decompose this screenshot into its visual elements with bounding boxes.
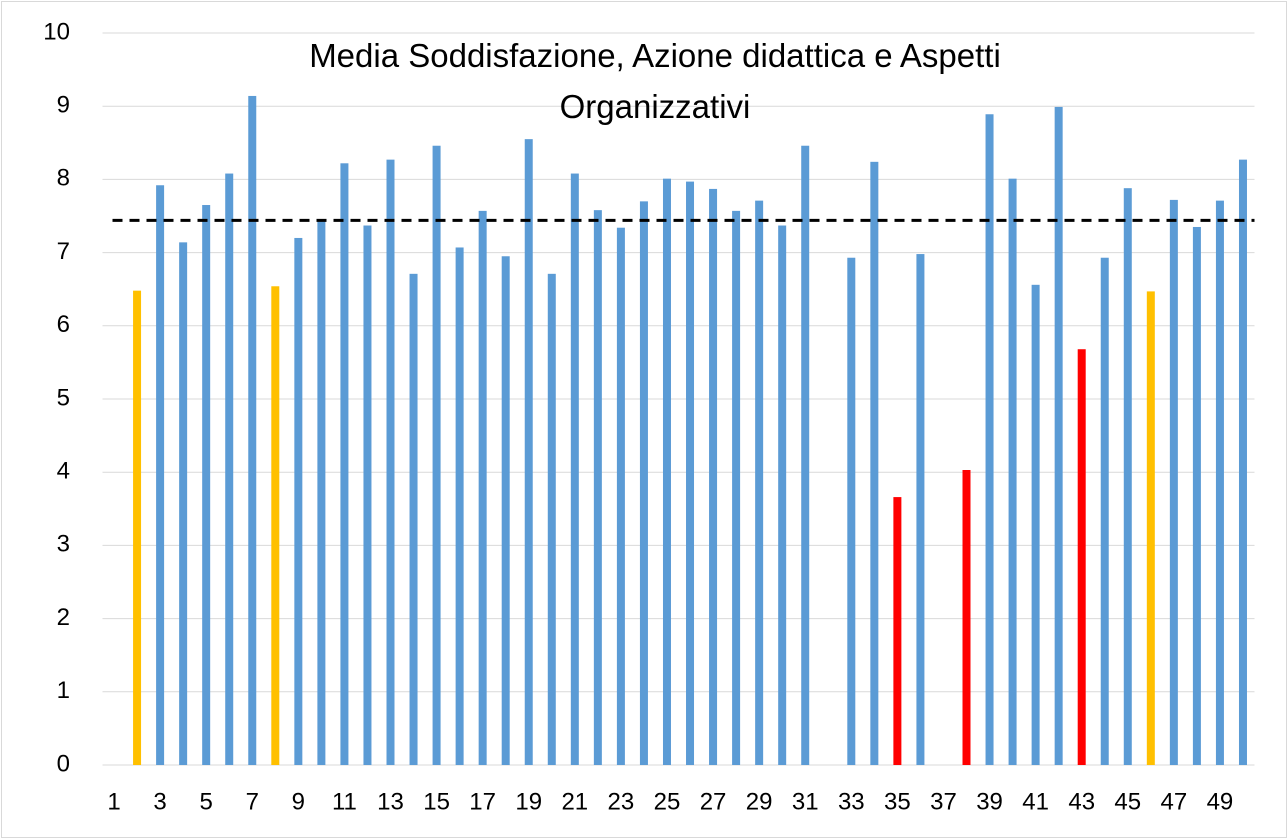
bar <box>202 205 211 765</box>
bar <box>133 290 142 765</box>
x-tick-label: 19 <box>515 788 542 815</box>
bar <box>317 219 326 765</box>
bar <box>363 225 372 766</box>
y-tick-label: 2 <box>57 604 70 631</box>
bar <box>1054 106 1063 765</box>
bar <box>1100 257 1109 765</box>
bar <box>340 163 349 765</box>
bar <box>524 139 533 765</box>
bar <box>801 145 810 765</box>
bar <box>639 201 648 766</box>
x-tick-label: 15 <box>423 788 450 815</box>
bar <box>686 181 695 765</box>
x-tick-label: 43 <box>1068 788 1095 815</box>
bar <box>478 210 487 766</box>
x-tick-label: 31 <box>792 788 819 815</box>
bar <box>616 227 625 765</box>
bar <box>547 273 556 765</box>
bar <box>432 145 441 765</box>
bar <box>755 200 764 766</box>
x-tick-label: 1 <box>107 788 120 815</box>
x-tick-label: 27 <box>700 788 727 815</box>
bar <box>962 470 971 765</box>
x-tick-label: 45 <box>1114 788 1141 815</box>
x-tick-label: 17 <box>469 788 496 815</box>
bar <box>847 257 856 765</box>
bar <box>1146 291 1155 765</box>
y-tick-label: 6 <box>57 311 70 338</box>
y-tick-label: 4 <box>57 458 70 485</box>
bar <box>778 225 787 766</box>
bar <box>570 173 579 765</box>
x-tick-label: 33 <box>838 788 865 815</box>
bar <box>870 161 879 765</box>
bar <box>709 188 718 765</box>
bar <box>985 114 994 765</box>
x-tick-label: 41 <box>1022 788 1049 815</box>
y-tick-label: 0 <box>57 750 70 777</box>
bar <box>1077 349 1086 765</box>
bar <box>1215 200 1224 766</box>
x-tick-label: 13 <box>377 788 404 815</box>
y-tick-label: 3 <box>57 531 70 558</box>
bar <box>662 178 671 766</box>
bar <box>916 254 925 765</box>
bar <box>156 185 165 766</box>
bar <box>1169 199 1178 765</box>
bar <box>1123 188 1132 765</box>
x-tick-label: 7 <box>246 788 259 815</box>
y-tick-label: 1 <box>57 677 70 704</box>
bar <box>501 256 510 765</box>
x-tick-label: 3 <box>153 788 166 815</box>
x-tick-label: 11 <box>332 788 357 815</box>
bar <box>271 286 280 765</box>
y-tick-label: 7 <box>57 238 70 265</box>
bar <box>893 497 902 765</box>
bar <box>455 247 464 765</box>
y-tick-label: 8 <box>57 165 70 192</box>
x-tick-label: 47 <box>1161 788 1188 815</box>
chart-title: Media Soddisfazione, Azione didattica e … <box>309 37 1001 125</box>
bar <box>732 210 741 766</box>
x-tick-label: 37 <box>930 788 957 815</box>
x-tick-label: 39 <box>976 788 1003 815</box>
bar <box>1192 226 1201 766</box>
x-tick-label: 25 <box>654 788 681 815</box>
bar <box>294 237 303 765</box>
bar <box>1008 178 1017 766</box>
x-tick-label: 35 <box>884 788 911 815</box>
x-tick-label: 29 <box>746 788 773 815</box>
y-tick-label: 10 <box>43 18 70 45</box>
bar <box>593 210 602 766</box>
bar <box>248 95 257 765</box>
bar <box>1031 284 1040 765</box>
x-tick-label: 21 <box>561 788 588 815</box>
y-tick-label: 5 <box>57 384 70 411</box>
y-tick-label: 9 <box>57 92 70 119</box>
bar <box>225 173 234 765</box>
bar <box>409 273 418 765</box>
x-tick-label: 9 <box>292 788 305 815</box>
x-tick-label: 5 <box>200 788 213 815</box>
x-tick-label: 23 <box>608 788 635 815</box>
bar <box>386 159 395 766</box>
x-tick-label: 49 <box>1207 788 1234 815</box>
bar <box>1238 159 1247 766</box>
bar <box>179 242 188 766</box>
